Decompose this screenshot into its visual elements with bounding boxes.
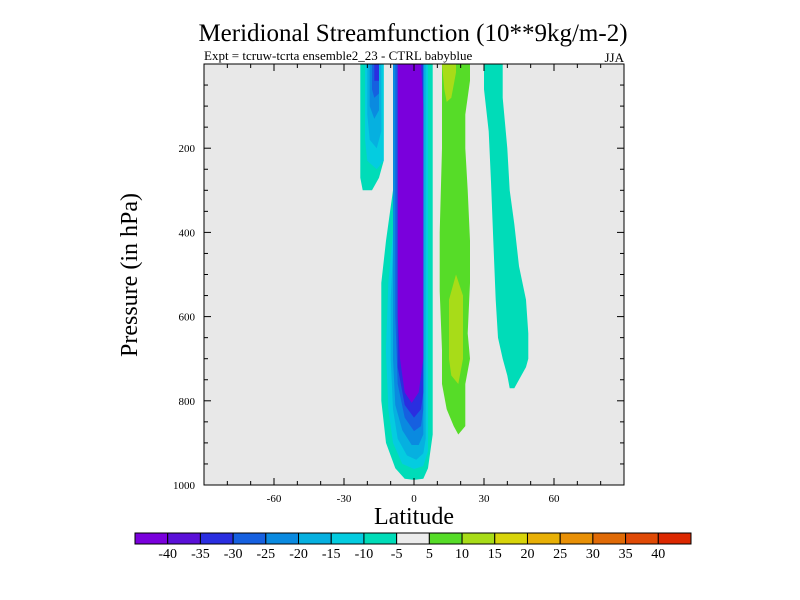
colorbar-swatch bbox=[167, 532, 201, 545]
colorbar-swatch bbox=[559, 532, 594, 545]
x-tick-label: 60 bbox=[549, 493, 561, 505]
axis-ticks bbox=[204, 64, 624, 485]
colorbar bbox=[134, 532, 692, 545]
y-tick-label: 1000 bbox=[173, 480, 196, 492]
x-tick-label: -60 bbox=[267, 493, 282, 505]
colorbar-swatch bbox=[592, 532, 627, 545]
colorbar-label: -35 bbox=[191, 547, 210, 562]
colorbar-swatch bbox=[298, 532, 332, 545]
y-tick-label: 400 bbox=[179, 227, 196, 239]
colorbar-label: 20 bbox=[520, 547, 534, 562]
colorbar-label: -20 bbox=[289, 547, 308, 562]
colorbar-label: 30 bbox=[586, 547, 600, 562]
colorbar-swatch bbox=[363, 532, 398, 545]
contour-layer bbox=[360, 64, 529, 480]
contour-fill-level-neg40-0 bbox=[397, 64, 424, 403]
colorbar-label: 40 bbox=[651, 547, 665, 562]
colorbar-swatch bbox=[657, 532, 692, 545]
contour-fill-level-15-0 bbox=[442, 64, 456, 102]
colorbar-swatch bbox=[265, 532, 300, 545]
colorbar-swatch bbox=[625, 532, 659, 545]
contour-fill-level-15-1 bbox=[449, 274, 463, 384]
contour-fill-level-neg35-0 bbox=[374, 64, 379, 81]
colorbar-label: -40 bbox=[158, 547, 177, 562]
colorbar-label: -15 bbox=[322, 547, 341, 562]
colorbar-label: 15 bbox=[488, 547, 502, 562]
colorbar-swatch bbox=[526, 532, 561, 545]
x-axis-label: Latitude bbox=[374, 504, 454, 530]
x-axis-tick-labels: -60 -30 0 30 60 bbox=[267, 493, 560, 505]
colorbar-swatch bbox=[199, 532, 234, 545]
x-tick-label: -30 bbox=[337, 493, 352, 505]
y-axis-label: Pressure (in hPa) bbox=[117, 193, 143, 357]
y-tick-label: 200 bbox=[179, 143, 196, 155]
colorbar-label: -10 bbox=[355, 547, 374, 562]
colorbar-swatch bbox=[330, 532, 365, 545]
y-axis-tick-labels: 200 400 600 800 1000 bbox=[173, 143, 196, 492]
colorbar-label: -30 bbox=[224, 547, 243, 562]
colorbar-swatch bbox=[396, 532, 430, 545]
season-label: JJA bbox=[604, 50, 624, 65]
colorbar-swatch bbox=[461, 532, 496, 545]
colorbar-label: -25 bbox=[256, 547, 275, 562]
colorbar-label: 5 bbox=[426, 547, 433, 562]
x-tick-label: 0 bbox=[411, 493, 417, 505]
colorbar-labels: -40 -35 -30 -25 -20 -15 -10 -5 5 10 15 20 25 30 35 40 bbox=[158, 547, 665, 562]
colorbar-label: -5 bbox=[391, 547, 403, 562]
y-tick-label: 600 bbox=[179, 312, 196, 324]
contour-fill-level-neg10-1 bbox=[484, 64, 529, 389]
colorbar-swatch bbox=[494, 532, 528, 545]
colorbar-label: 10 bbox=[455, 547, 469, 562]
chart-subtitle: Expt = tcruw-tcrta ensemble2_23 - CTRL b… bbox=[204, 48, 472, 63]
chart-title: Meridional Streamfunction (10**9kg/m-2) bbox=[198, 20, 627, 47]
colorbar-swatch bbox=[134, 532, 169, 545]
colorbar-label: 25 bbox=[553, 547, 567, 562]
x-tick-label: 30 bbox=[479, 493, 491, 505]
colorbar-swatch bbox=[428, 532, 463, 545]
y-tick-label: 800 bbox=[179, 396, 196, 408]
colorbar-swatch bbox=[232, 532, 267, 545]
colorbar-label: 35 bbox=[619, 547, 633, 562]
